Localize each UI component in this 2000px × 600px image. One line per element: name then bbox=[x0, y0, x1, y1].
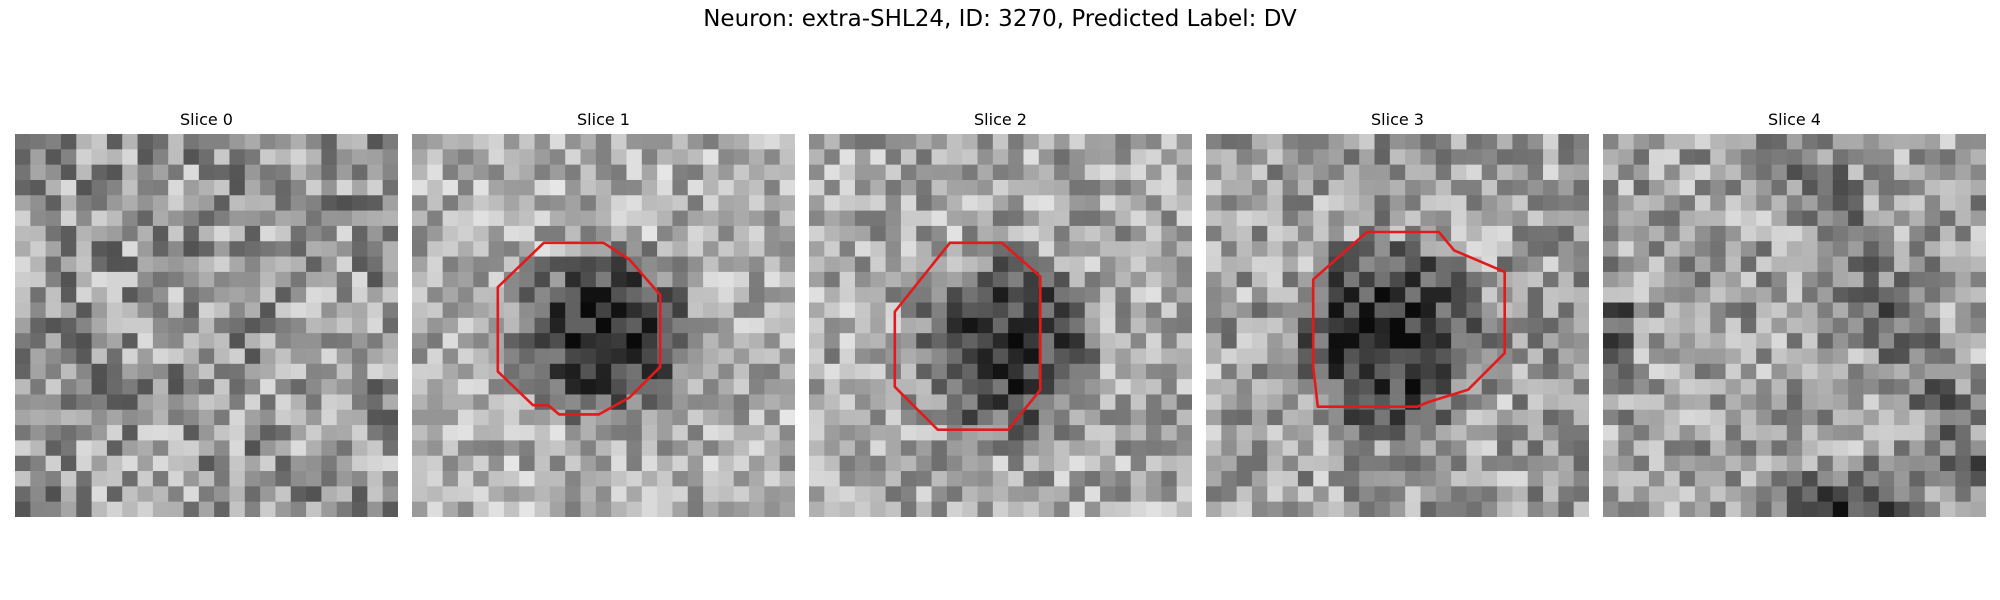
slice-title: Slice 4 bbox=[1768, 110, 1821, 129]
slice-title: Slice 1 bbox=[577, 110, 630, 129]
pixel-grid bbox=[15, 134, 398, 517]
slice-title: Slice 0 bbox=[180, 110, 233, 129]
slice-title: Slice 2 bbox=[974, 110, 1027, 129]
slice-image bbox=[1206, 134, 1589, 517]
roi-outline bbox=[496, 241, 662, 416]
pixel-grid bbox=[1206, 134, 1589, 517]
slice-image bbox=[809, 134, 1192, 517]
slice-image bbox=[1603, 134, 1986, 517]
pixel-grid bbox=[809, 134, 1192, 517]
slice-title: Slice 3 bbox=[1371, 110, 1424, 129]
figure-title: Neuron: extra-SHL24, ID: 3270, Predicted… bbox=[703, 6, 1297, 32]
pixel-grid bbox=[1603, 134, 1986, 517]
roi-outline bbox=[893, 241, 1042, 432]
pixel-grid bbox=[412, 134, 795, 517]
roi-outline bbox=[1311, 230, 1507, 409]
slice-image bbox=[15, 134, 398, 517]
slice-image bbox=[412, 134, 795, 517]
